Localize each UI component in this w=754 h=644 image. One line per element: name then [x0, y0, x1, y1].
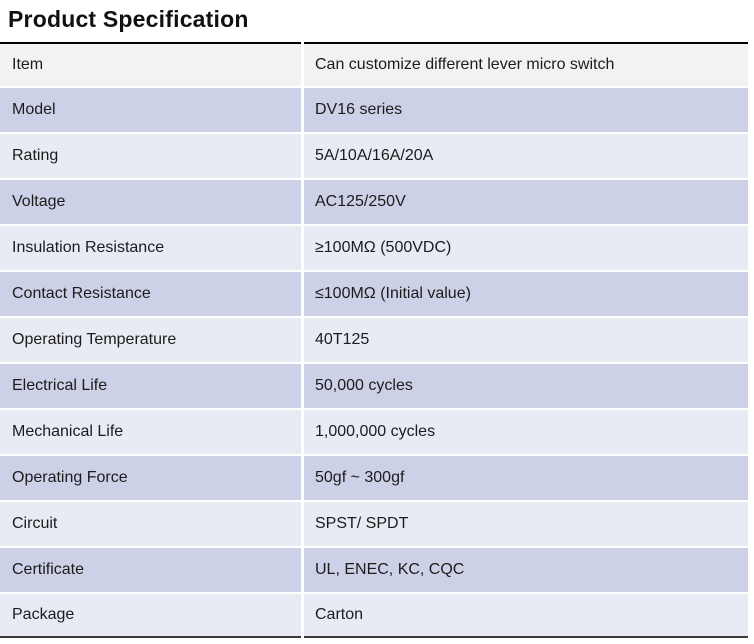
spec-label: Item	[0, 42, 301, 86]
spec-label: Circuit	[0, 502, 301, 546]
spec-label: Insulation Resistance	[0, 226, 301, 270]
table-row: Model DV16 series	[0, 88, 748, 132]
table-row: Certificate UL, ENEC, KC, CQC	[0, 548, 748, 592]
table-row: Circuit SPST/ SPDT	[0, 502, 748, 546]
spec-label: Electrical Life	[0, 364, 301, 408]
spec-value: 40T125	[304, 318, 748, 362]
table-row: Insulation Resistance ≥100MΩ (500VDC)	[0, 226, 748, 270]
spec-value: UL, ENEC, KC, CQC	[304, 548, 748, 592]
spec-value: AC125/250V	[304, 180, 748, 224]
spec-label: Rating	[0, 134, 301, 178]
spec-value: SPST/ SPDT	[304, 502, 748, 546]
spec-value: Can customize different lever micro swit…	[304, 42, 748, 86]
spec-label: Voltage	[0, 180, 301, 224]
title-bar: Product Specification	[0, 0, 754, 40]
spec-value: Carton	[304, 594, 748, 638]
spec-table: Item Can customize different lever micro…	[0, 40, 751, 640]
spec-value: 1,000,000 cycles	[304, 410, 748, 454]
table-row: Voltage AC125/250V	[0, 180, 748, 224]
table-row: Rating 5A/10A/16A/20A	[0, 134, 748, 178]
spec-value: ≥100MΩ (500VDC)	[304, 226, 748, 270]
spec-label: Package	[0, 594, 301, 638]
spec-value: ≤100MΩ (Initial value)	[304, 272, 748, 316]
spec-value: 50gf ~ 300gf	[304, 456, 748, 500]
table-row: Mechanical Life 1,000,000 cycles	[0, 410, 748, 454]
page-title: Product Specification	[8, 6, 249, 32]
table-row: Package Carton	[0, 594, 748, 638]
spec-value: 5A/10A/16A/20A	[304, 134, 748, 178]
table-row: Electrical Life 50,000 cycles	[0, 364, 748, 408]
table-row: Operating Temperature 40T125	[0, 318, 748, 362]
table-row: Contact Resistance ≤100MΩ (Initial value…	[0, 272, 748, 316]
spec-value: 50,000 cycles	[304, 364, 748, 408]
spec-value: DV16 series	[304, 88, 748, 132]
spec-label: Certificate	[0, 548, 301, 592]
spec-table-body: Item Can customize different lever micro…	[0, 42, 748, 638]
spec-label: Operating Temperature	[0, 318, 301, 362]
spec-label: Mechanical Life	[0, 410, 301, 454]
spec-label: Operating Force	[0, 456, 301, 500]
spec-label: Contact Resistance	[0, 272, 301, 316]
table-row: Item Can customize different lever micro…	[0, 42, 748, 86]
spec-label: Model	[0, 88, 301, 132]
table-row: Operating Force 50gf ~ 300gf	[0, 456, 748, 500]
